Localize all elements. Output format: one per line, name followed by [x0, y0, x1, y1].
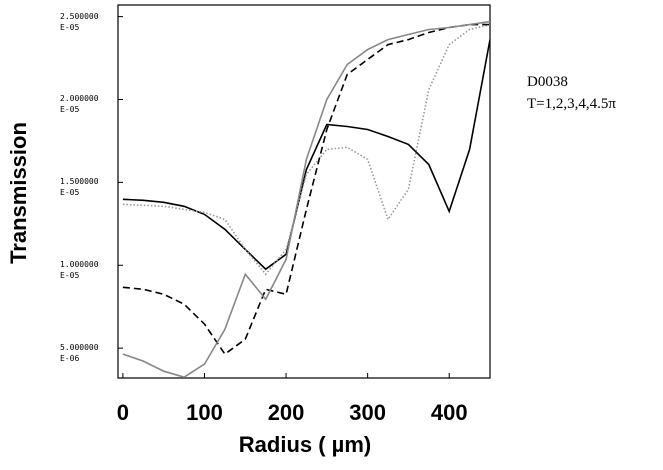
y-tick-label: 1.500000 E-05: [60, 177, 99, 198]
x-axis-title: Radius ( µm): [239, 432, 371, 457]
line-series: [122, 39, 490, 271]
line-series: [122, 23, 490, 276]
x-tick-label: 400: [431, 400, 468, 425]
x-tick-label: 300: [349, 400, 386, 425]
line-series: [122, 23, 490, 356]
annotation: T=1,2,3,4,4.5π: [527, 96, 616, 112]
x-tick-label: 200: [268, 400, 305, 425]
y-tick-label: 5.000000 E-06: [60, 343, 99, 364]
y-axis-title: Transmission: [6, 122, 31, 264]
line-series: [122, 20, 490, 378]
y-tick-label: 2.500000 E-05: [60, 11, 99, 32]
y-tick-label: 1.000000 E-05: [60, 260, 99, 281]
x-tick-label: 0: [117, 400, 129, 425]
plot-frame: [117, 4, 491, 379]
y-tick-label: 2.000000 E-05: [60, 94, 99, 115]
annotation: D0038: [527, 74, 568, 90]
x-tick-label: 100: [186, 400, 223, 425]
